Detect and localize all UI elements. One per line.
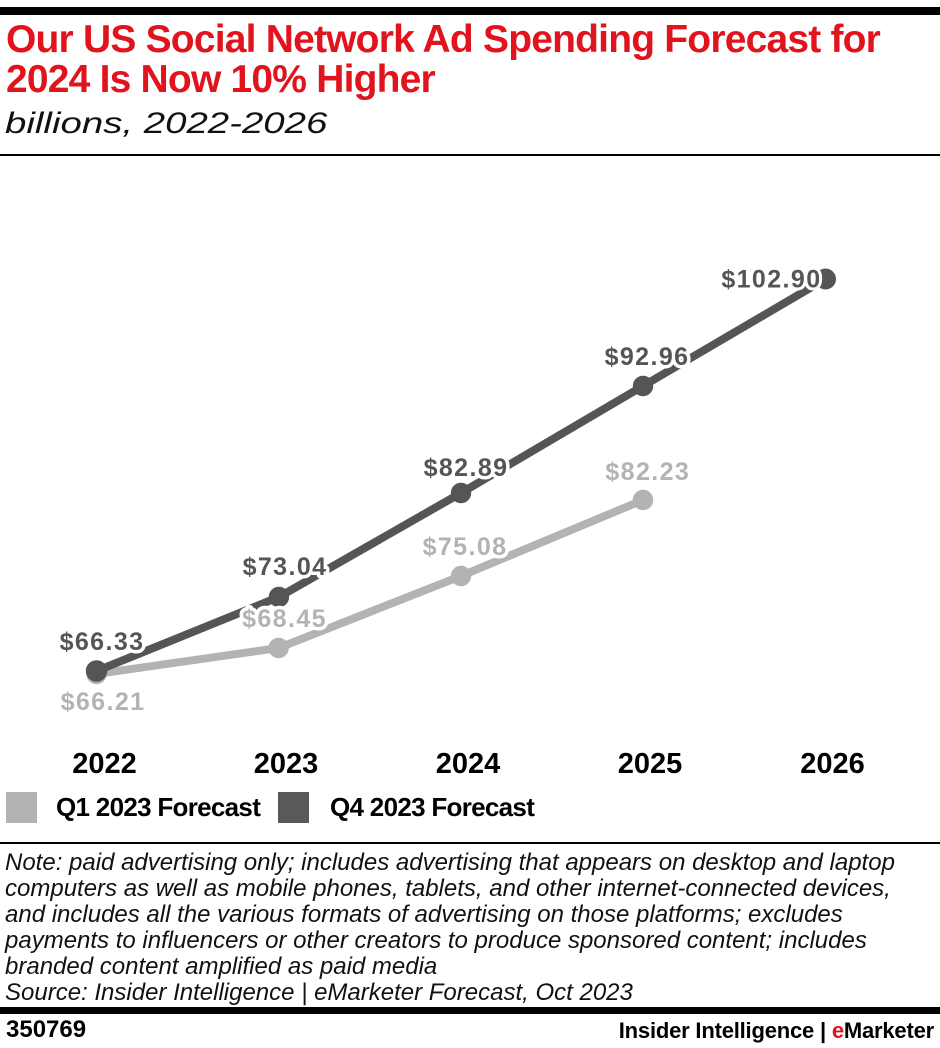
svg-text:$102.90: $102.90 [721, 266, 821, 294]
svg-text:$66.33: $66.33 [60, 628, 145, 656]
svg-text:2024: 2024 [436, 748, 501, 780]
svg-text:Q4 2023 Forecast: Q4 2023 Forecast [330, 792, 535, 822]
svg-text:$73.04: $73.04 [243, 553, 328, 581]
svg-text:$66.21: $66.21 [61, 688, 146, 716]
svg-text:2022: 2022 [72, 748, 137, 780]
svg-text:$75.08: $75.08 [423, 533, 508, 561]
svg-text:$82.89: $82.89 [424, 454, 509, 482]
svg-text:$82.23: $82.23 [605, 458, 690, 486]
svg-text:Q1 2023 Forecast: Q1 2023 Forecast [56, 792, 261, 822]
svg-text:$92.96: $92.96 [605, 343, 690, 371]
svg-text:2023: 2023 [254, 748, 319, 780]
svg-text:2025: 2025 [618, 748, 683, 780]
svg-text:$68.45: $68.45 [242, 605, 327, 633]
svg-text:2026: 2026 [800, 748, 865, 780]
